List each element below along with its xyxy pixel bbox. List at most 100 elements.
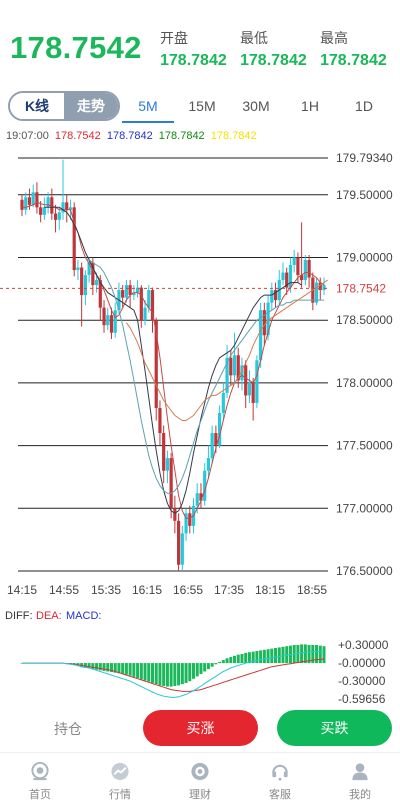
period-tab-15m[interactable]: 15M <box>188 98 216 114</box>
current-price-label: 178.7542 <box>336 281 386 295</box>
price-tick-label: 179.00000 <box>336 250 393 264</box>
nav-home[interactable]: 首页 <box>0 753 80 802</box>
macd-bar <box>83 663 87 668</box>
macd-tick-label: -0.59656 <box>338 692 386 706</box>
macd-bar <box>91 663 95 670</box>
macd-bar <box>158 663 162 686</box>
ma-line <box>125 279 328 421</box>
macd-bar <box>318 645 322 664</box>
macd-bar <box>147 663 151 682</box>
candle-body <box>232 355 237 376</box>
ma-line <box>85 258 324 494</box>
time-axis-labels: 14:15 14:55 15:35 16:15 16:55 17:35 18:15 18:55 <box>7 583 327 597</box>
macd-bar <box>247 652 251 664</box>
candle-body <box>135 287 140 293</box>
period-tab-5m[interactable]: 5M <box>138 98 158 114</box>
nav-finance[interactable]: 理财 <box>160 753 240 802</box>
macd-bar <box>117 663 121 674</box>
open-value: 178.7842 <box>160 52 227 69</box>
price-tick-label: 177.00000 <box>336 501 393 515</box>
candle-body <box>206 458 211 471</box>
macd-bar <box>315 645 319 664</box>
macd-bar <box>233 655 237 664</box>
current-price-line: 178.7542 <box>0 281 386 295</box>
macd-bar <box>109 663 113 673</box>
high-stat: 最高 178.7842 <box>320 28 400 70</box>
legend-ma2: 178.7842 <box>106 130 153 142</box>
nav-profile[interactable]: 我的 <box>320 753 400 802</box>
macd-bar <box>195 663 199 677</box>
price-grid <box>18 157 328 572</box>
candle-body <box>236 355 240 381</box>
candle-body <box>296 257 300 276</box>
macd-bar <box>210 663 214 667</box>
macd-bar <box>255 651 259 664</box>
candle-body <box>76 267 80 271</box>
candle-body <box>72 207 76 271</box>
candle-body <box>65 202 69 210</box>
candle-body <box>199 493 203 501</box>
kline-chart[interactable]: 179.79340 179.50000 179.00000 178.50000 178.… <box>0 142 400 708</box>
macd-bar <box>98 663 102 671</box>
macd-bar <box>322 646 326 664</box>
macd-bar <box>121 663 125 674</box>
nav-service[interactable]: 客服 <box>240 753 320 802</box>
macd-panel <box>20 644 326 698</box>
nav-home-label: 首页 <box>29 789 51 801</box>
bottom-nav: 首页 行情 理财 客服 我的 <box>0 752 400 802</box>
ma-line <box>44 206 302 514</box>
open-stat: 开盘 178.7842 <box>160 28 244 70</box>
macd-bar <box>236 654 240 664</box>
macd-bar <box>307 645 311 664</box>
macd-tick-label: -0.00000 <box>338 656 386 670</box>
candle-body <box>61 202 65 213</box>
period-tab-1h[interactable]: 1H <box>301 98 319 114</box>
hold-position-button[interactable]: 持仓 <box>54 721 82 737</box>
macd-bar <box>285 646 289 664</box>
low-label: 最低 <box>240 30 268 46</box>
buy-up-button[interactable]: 买涨 <box>143 710 258 746</box>
macd-bar <box>87 663 91 669</box>
candle-body <box>247 382 252 396</box>
nav-market[interactable]: 行情 <box>80 753 160 802</box>
period-tab-1d[interactable]: 1D <box>355 98 373 114</box>
headset-icon <box>272 764 288 781</box>
market-chart-icon <box>111 762 129 781</box>
time-tick-label: 15:35 <box>91 583 121 597</box>
kline-tab[interactable]: K线 <box>10 93 64 119</box>
macd-bar <box>124 663 128 675</box>
candle-body <box>46 197 50 208</box>
period-tab-30m[interactable]: 30M <box>242 98 270 114</box>
candle-body <box>158 407 162 434</box>
candle-body <box>147 290 151 308</box>
macd-bar <box>177 663 181 686</box>
high-label: 最高 <box>320 30 348 46</box>
candle-body <box>109 315 114 333</box>
candle-body <box>307 260 311 278</box>
candle-body <box>150 290 155 321</box>
legend-ma4: 178.7842 <box>210 130 257 142</box>
macd-bar <box>259 650 263 664</box>
candle-body <box>292 257 296 266</box>
low-value: 178.7842 <box>240 52 307 69</box>
candle-body <box>281 272 285 281</box>
candle-body <box>68 207 73 210</box>
macd-tick-label: -0.30000 <box>338 674 386 688</box>
macd-bar <box>270 648 274 664</box>
buy-down-button[interactable]: 买跌 <box>277 710 392 746</box>
candle-body <box>57 212 61 220</box>
candle-body <box>255 360 259 403</box>
candle-body <box>221 392 225 413</box>
high-value: 178.7842 <box>320 52 387 69</box>
macd-bar <box>266 649 270 664</box>
candle-body <box>188 513 192 526</box>
macd-legend-dea: DEA: <box>36 610 62 622</box>
candle-body <box>53 213 58 220</box>
macd-bar <box>162 663 166 686</box>
candle-body <box>203 470 207 501</box>
candle-body <box>169 458 173 509</box>
macd-bar <box>203 663 207 672</box>
candle-body <box>87 262 91 276</box>
time-tick-label: 18:55 <box>297 583 327 597</box>
trend-tab[interactable]: 走势 <box>64 93 118 119</box>
